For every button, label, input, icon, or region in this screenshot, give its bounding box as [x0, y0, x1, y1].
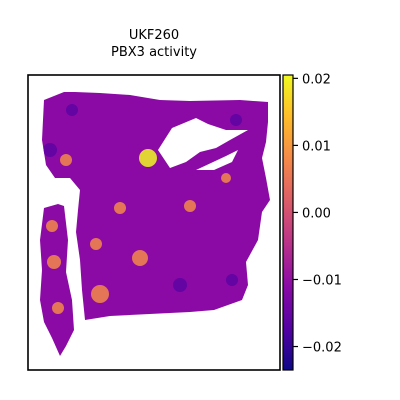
colorbar-tick-label: 0.00 [302, 206, 331, 221]
hotspot-center [184, 200, 196, 212]
tissue-hole-upper [158, 118, 248, 168]
hotspot-center [60, 154, 72, 166]
colorbar-tick-label: 0.01 [302, 139, 331, 154]
low-activity-patch [230, 114, 242, 126]
hotspot-lower-left [91, 285, 109, 303]
colorbar-tick-label: −0.02 [302, 341, 342, 356]
hotspot-left-strip [52, 302, 64, 314]
plot-frame [27, 74, 281, 371]
hotspot-upper-center [139, 149, 157, 167]
chart-title-line-1: UKF260 [128, 28, 180, 43]
hotspot-center [132, 250, 148, 266]
tissue-hole-right [196, 150, 238, 170]
chart-title-line-2: PBX3 activity [111, 45, 197, 60]
low-activity-patch [66, 104, 78, 116]
tissue-map [40, 92, 270, 356]
colorbar-ticks: 0.02 0.01 0.00 −0.01 −0.02 [293, 72, 342, 356]
hotspot-lower-left [90, 238, 102, 250]
colorbar-tick-label: −0.01 [302, 273, 342, 288]
hotspot-left-strip [47, 255, 61, 269]
low-activity-patch [173, 278, 187, 292]
low-activity-patch [43, 143, 57, 157]
colorbar-tick-label: 0.02 [302, 72, 331, 87]
hotspot-center [221, 173, 231, 183]
hotspot-center [114, 202, 126, 214]
low-activity-patch [226, 274, 238, 286]
hotspot-left-strip [46, 220, 58, 232]
colorbar [282, 74, 294, 371]
